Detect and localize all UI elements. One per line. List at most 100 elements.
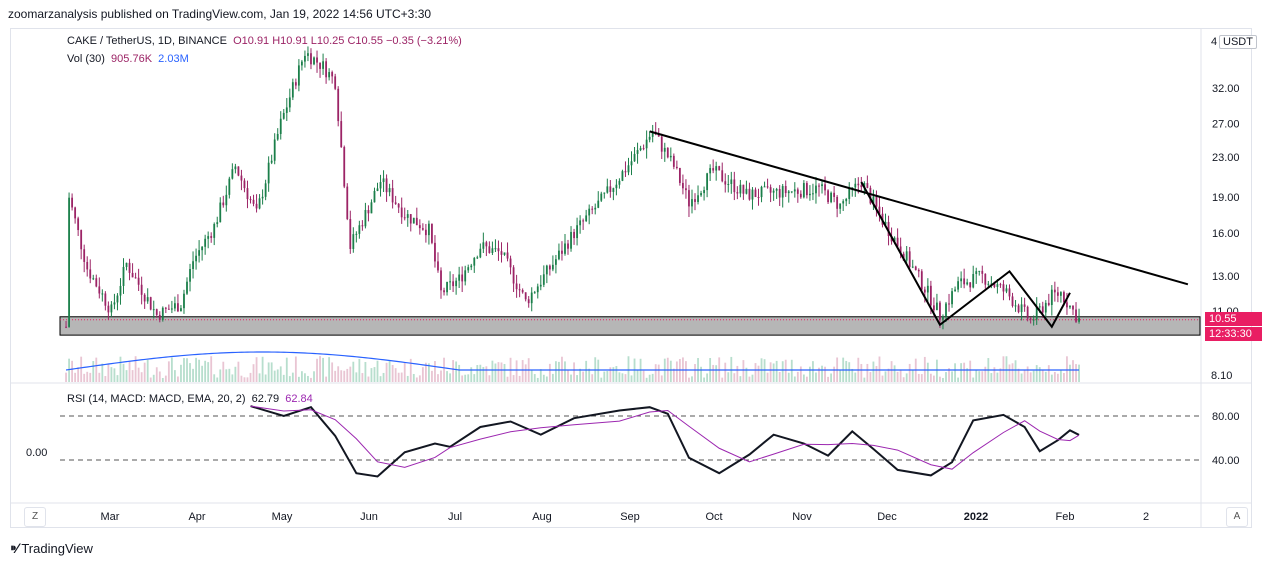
candle-body [745,188,748,194]
volume-bar [1020,373,1023,382]
candle-body [558,250,560,260]
candle-body [542,274,545,285]
volume-bar [796,371,799,382]
candle-body [585,215,588,222]
volume-bar [461,375,464,382]
candle-body [346,186,349,220]
candle-body [285,107,288,113]
volume-bar [972,377,975,382]
volume-bar [497,362,500,382]
volume-bar [192,368,194,382]
volume-bar [158,371,161,382]
candle-body [331,72,334,77]
candle-body [125,262,128,267]
candle-body [1038,306,1041,308]
candle-body [1029,318,1032,320]
candle-body [781,186,784,198]
candle-body [1008,288,1011,297]
candle-body [294,82,297,86]
candle-body [340,121,343,148]
candle-body [243,180,246,189]
candle-body [467,267,470,271]
candle-body [464,270,467,282]
candle-body [570,231,572,249]
volume-bar [301,371,303,382]
candle-body [597,200,600,208]
volume-bar [533,374,536,382]
volume-bar [361,373,364,382]
candle-body [887,221,890,237]
volume-bar [1002,356,1005,382]
candle-body [802,183,805,198]
candle-body [703,190,705,194]
volume-bar [270,362,273,382]
candle-body [497,248,500,252]
candle-body [694,199,696,202]
candle-body [896,237,899,247]
volume-legend: Vol (30) 905.76K 2.03M [67,53,189,65]
candle-body [488,246,491,253]
volume-bar [978,371,981,382]
volume-bar [957,377,959,382]
time-tick-label: 2022 [964,511,988,523]
volume-bar [715,365,718,382]
candle-body [1017,305,1020,313]
volume-bar [89,372,92,382]
volume-bar [1078,364,1080,382]
volume-bar [597,359,600,382]
rsi-tick-label: 80.00 [1212,411,1240,423]
candle-body [712,168,715,171]
volume-bar [573,362,575,382]
currency-unit-button[interactable]: USDT [1219,35,1257,49]
volume-bar [403,362,406,382]
volume-bar [455,361,458,382]
candle-body [198,250,201,256]
volume-bar [1041,369,1044,382]
volume-bar [948,368,950,382]
candle-body [1078,318,1080,322]
candle-body [261,196,264,199]
candle-body [812,193,814,195]
candle-body [174,303,176,309]
volume-bar [805,376,808,382]
candle-body [657,134,660,137]
candle-body [252,199,255,204]
log-scale-toggle[interactable]: Z [24,507,46,527]
volume-bar [939,376,941,382]
auto-scale-toggle[interactable]: A [1226,507,1248,527]
candle-body [685,188,687,191]
volume-bar [524,364,527,382]
volume-bar [1063,372,1065,382]
candle-body [993,283,996,287]
candle-body [170,308,173,310]
candle-body [494,248,497,250]
volume-bar [113,368,116,382]
candle-body [545,265,548,275]
candle-body [630,161,633,166]
volume-bar [183,358,185,382]
candle-body [730,179,733,184]
candle-body [721,170,724,182]
candle-body [503,252,506,255]
volume-bar [116,375,119,382]
volume-bar [809,366,811,382]
volume-bar [337,366,340,382]
rsi-ma-line [250,405,1080,470]
candle-body [258,198,261,209]
volume-bar [388,360,391,382]
volume-bar [282,374,285,382]
volume-bar [860,363,863,382]
price-tick-label: 23.00 [1212,152,1240,164]
volume-bar [174,370,176,382]
volume-bar [95,357,98,382]
volume-bar [367,376,370,382]
volume-bar [331,362,334,382]
candle-body [663,147,666,152]
candle-body [582,220,585,222]
volume-bar [152,374,155,382]
candle-body [1005,288,1008,292]
candle-body [796,189,799,194]
volume-ma-path [65,351,1080,371]
candle-body [376,188,379,191]
